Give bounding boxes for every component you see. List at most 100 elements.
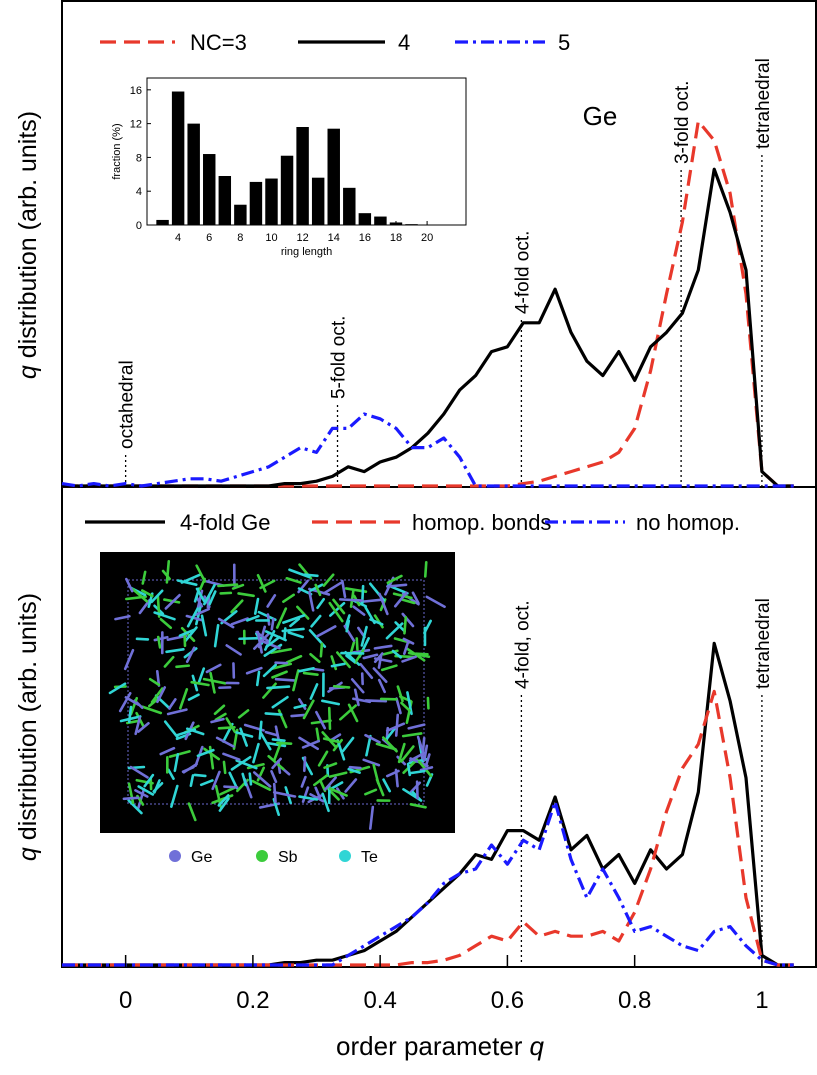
molecule-stick	[137, 639, 148, 640]
x-tick-label: 6	[206, 232, 212, 244]
molecule-stick	[158, 637, 160, 647]
bar	[219, 176, 231, 225]
molecule-stick	[274, 784, 275, 802]
annotation-label: tetrahedral	[753, 58, 774, 149]
molecule-stick	[305, 575, 318, 576]
annotation-label: octahedral	[117, 360, 138, 449]
molecule-stick	[416, 654, 428, 655]
molecule-stick	[272, 619, 274, 629]
legend-label: homop. bonds	[412, 510, 551, 535]
x-axis-text: order parameter	[336, 1031, 523, 1061]
x-tick-label: 14	[328, 232, 340, 244]
legend-label: Ge	[191, 849, 212, 866]
molecule-stick	[350, 767, 360, 768]
y-axis-label: q distribution (arb. units)	[14, 111, 42, 379]
molecule-stick	[422, 738, 424, 758]
molecule-stick	[334, 686, 349, 687]
bar	[312, 178, 324, 225]
legend-label: no homop.	[636, 510, 740, 535]
annotation-label: 3-fold oct.	[672, 81, 693, 164]
molecule-stick	[167, 561, 169, 582]
legend-label: Te	[361, 849, 378, 866]
molecule-stick	[250, 774, 251, 785]
y-axis-text: distribution (arb. units)	[14, 593, 42, 840]
molecule-stick	[267, 687, 289, 688]
y-tick-label: 12	[130, 119, 142, 131]
molecule-stick	[276, 663, 287, 664]
molecule-stick	[404, 617, 405, 633]
y-axis-label: fraction (%)	[111, 123, 123, 179]
bar	[265, 179, 277, 225]
legend-marker	[169, 850, 181, 862]
x-tick-label: 0.4	[363, 987, 396, 1014]
x-axis-symbol: q	[529, 1031, 544, 1061]
molecule-stick	[329, 708, 330, 729]
x-tick-label: 16	[359, 232, 371, 244]
molecule-stick	[276, 679, 294, 680]
molecule-stick	[304, 757, 305, 770]
molecule-stick	[260, 722, 262, 739]
y-axis-symbol: q	[14, 847, 42, 861]
molecule-stick	[425, 562, 426, 576]
x-tick-label: 8	[237, 232, 243, 244]
x-tick-label: 0.8	[618, 987, 651, 1014]
legend-label: 4-fold Ge	[180, 510, 271, 535]
bar	[203, 154, 215, 225]
molecule-stick	[224, 787, 237, 788]
bar	[187, 124, 199, 225]
bar	[172, 92, 184, 225]
y-tick-label: 4	[136, 186, 142, 198]
x-tick-label: 0.6	[491, 987, 524, 1014]
x-tick-label: 0	[119, 987, 132, 1014]
legend-label: NC=3	[190, 30, 247, 55]
molecule-stick	[273, 739, 285, 740]
x-tick-label: 12	[296, 232, 308, 244]
molecule-stick	[284, 628, 285, 639]
x-tick-label: 18	[390, 232, 402, 244]
figure: octahedral 5-fold oct. 4-fold oct. 3-fold o…	[0, 0, 817, 1075]
molecule-stick	[129, 707, 131, 722]
panel-label: Ge	[583, 101, 618, 131]
y-tick-label: 8	[136, 152, 142, 164]
annotation-label: 5-fold oct.	[329, 316, 350, 399]
y-tick-label: 16	[130, 85, 142, 97]
x-axis-label: order parameterq	[336, 1031, 544, 1061]
molecule-stick	[221, 593, 231, 594]
legend-marker	[256, 850, 268, 862]
legend-marker	[339, 850, 351, 862]
legend-label: 4	[398, 30, 410, 55]
x-axis-label: ring length	[281, 246, 332, 258]
molecule-stick	[321, 644, 322, 656]
molecule-stick	[218, 585, 237, 586]
legend-label: Sb	[278, 849, 298, 866]
y-tick-label: 0	[136, 220, 142, 232]
y-axis-text: distribution (arb. units)	[14, 111, 42, 358]
molecule-stick	[292, 715, 306, 716]
bar	[374, 217, 386, 225]
bar	[343, 188, 355, 225]
bar	[250, 182, 262, 225]
bar	[328, 129, 340, 225]
molecule-stick	[177, 666, 189, 667]
x-tick-label: 4	[175, 232, 181, 244]
molecule-stick	[357, 638, 358, 649]
molecule-stick	[257, 672, 259, 685]
x-tick-label: 20	[421, 232, 433, 244]
bar	[281, 156, 293, 225]
molecule-stick	[304, 673, 317, 675]
molecule-stick	[224, 762, 225, 773]
y-axis-symbol: q	[14, 365, 42, 379]
bar	[296, 127, 308, 225]
molecule-stick	[266, 713, 281, 714]
x-tick-label: 10	[265, 232, 277, 244]
bar	[156, 220, 168, 225]
molecule-stick	[195, 775, 205, 776]
x-tick-label: 0.2	[236, 987, 269, 1014]
annotation-label: 4-fold oct.	[512, 231, 533, 314]
molecule-stick	[340, 599, 362, 600]
legend-label: 5	[558, 30, 570, 55]
page: {"chart_data": [ {"type": "line", "x": […	[0, 0, 817, 1075]
molecule-stick	[387, 585, 406, 587]
annotation-label: 4-fold, oct.	[512, 600, 533, 689]
annotation-label: tetrahedral	[753, 598, 774, 689]
